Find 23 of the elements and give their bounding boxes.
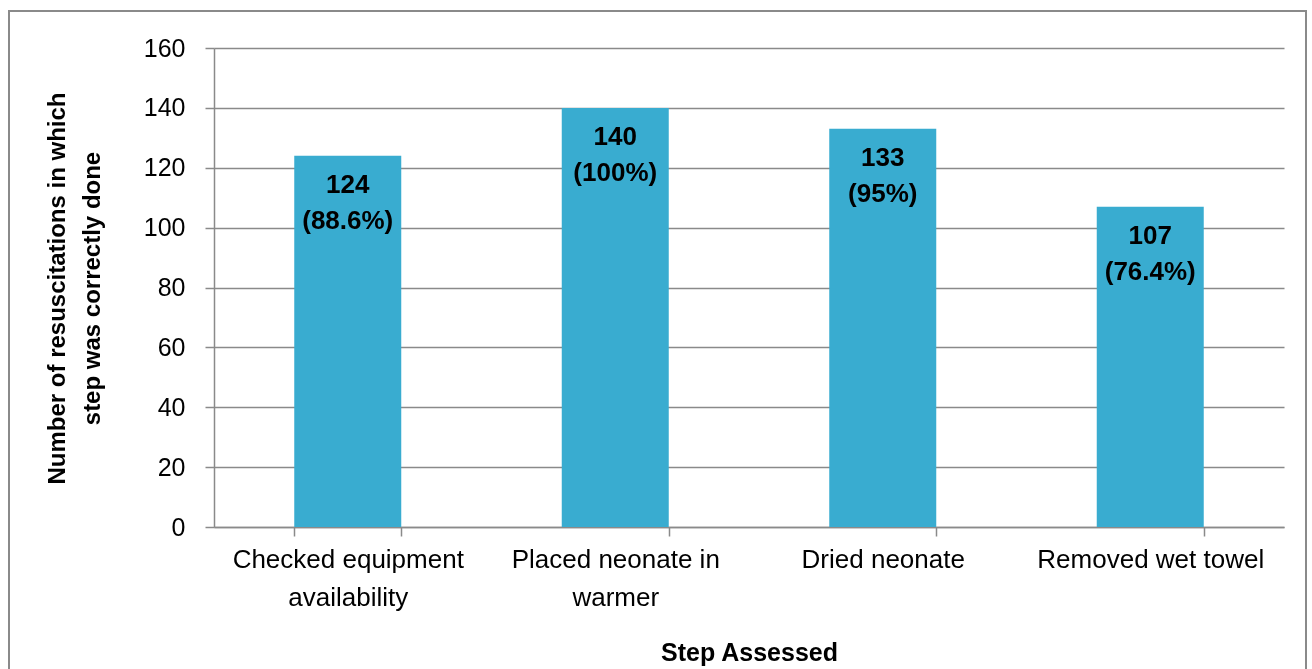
y-tick-label: 80 — [157, 273, 186, 301]
x-tick-label: Removed wet towel — [1037, 543, 1265, 574]
x-tick-label: Placed neonate in warmer — [511, 543, 720, 612]
y-tick-label: 0 — [171, 512, 186, 541]
bar — [561, 107, 669, 527]
y-tick-label: 20 — [157, 452, 186, 481]
bar — [294, 155, 402, 527]
y-tick-label: 40 — [157, 392, 186, 421]
y-tick-label: 60 — [157, 332, 186, 361]
bar — [829, 128, 937, 527]
y-tick-label: 160 — [143, 33, 186, 62]
x-axis-title: Step Assessed — [661, 637, 838, 666]
data-label: 140 (100%) — [573, 120, 658, 187]
y-tick-label: 120 — [143, 153, 186, 182]
y-axis-title: Number of resuscitations in which step was correctly done — [42, 92, 105, 485]
bar — [1096, 206, 1204, 527]
y-tick-label: 140 — [143, 93, 186, 122]
y-tick-label: 100 — [143, 213, 186, 242]
data-label: 107 (76.4%) — [1104, 219, 1196, 286]
data-label: 133 (95%) — [848, 141, 918, 208]
data-label: 124 (88.6%) — [302, 168, 394, 235]
x-tick-label: Checked equipment availability — [232, 543, 465, 612]
x-tick-label: Dried neonate — [801, 543, 965, 574]
